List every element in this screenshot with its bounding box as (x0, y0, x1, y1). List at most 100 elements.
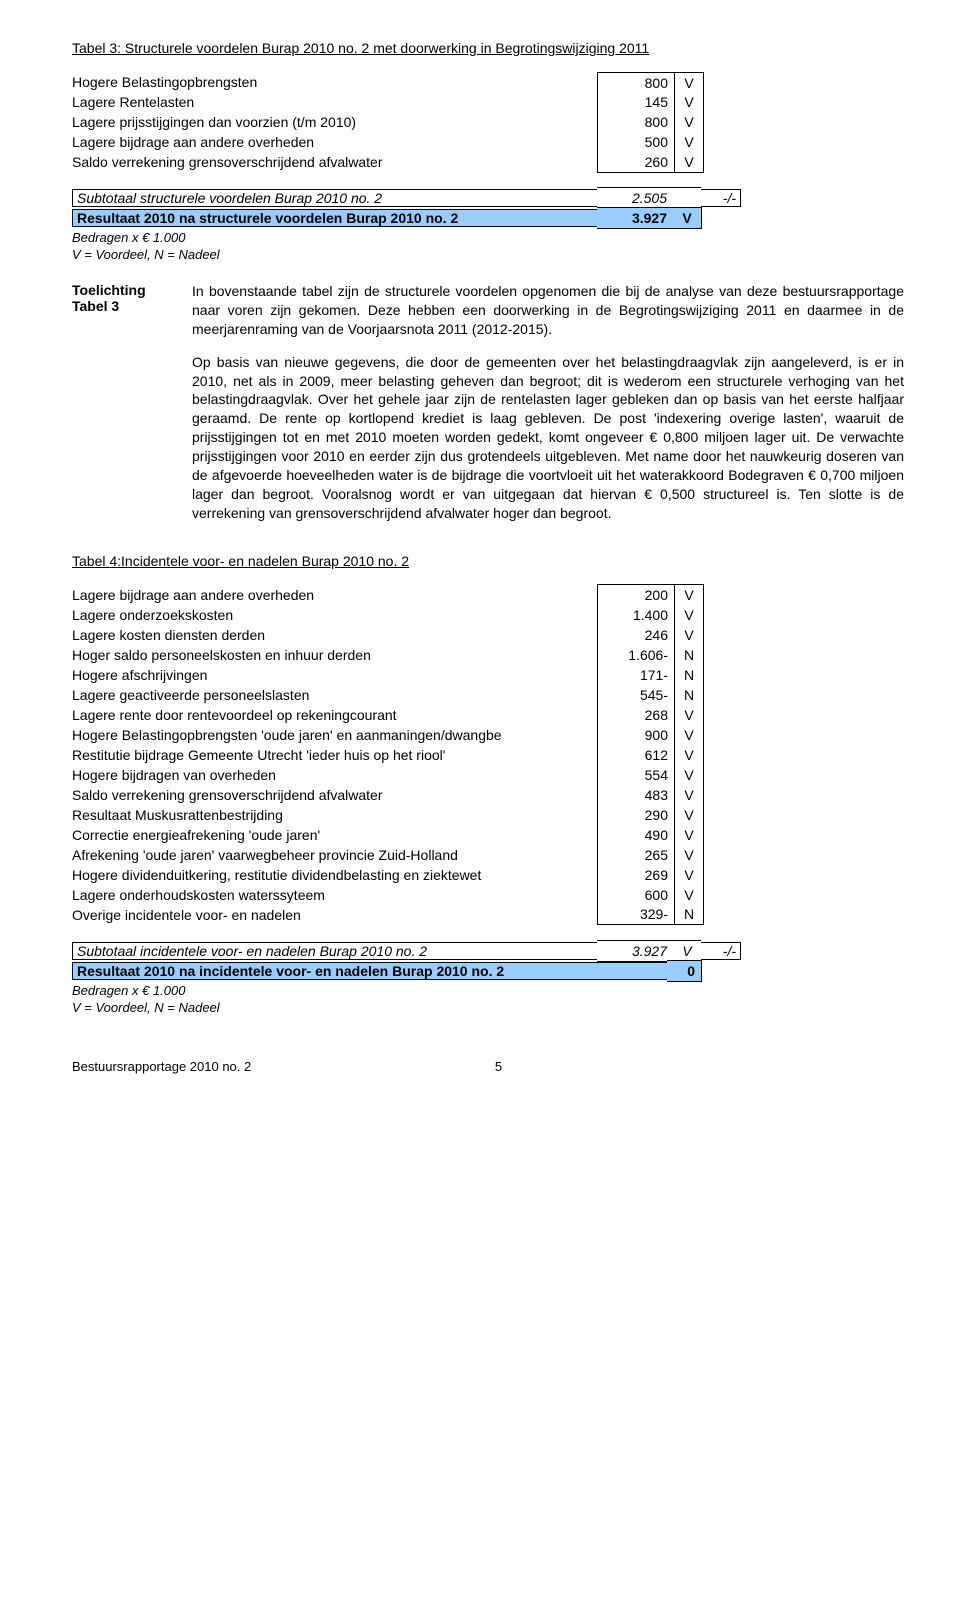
table4-row-value: 200 (597, 584, 675, 605)
table4-row-vn: V (675, 584, 704, 605)
table-row: Hogere Belastingopbrengsten 'oude jaren'… (72, 725, 904, 745)
table4-row-label: Hogere Belastingopbrengsten 'oude jaren'… (72, 727, 597, 743)
table4-row-label: Resultaat Muskusrattenbestrijding (72, 807, 597, 823)
table4-row-vn: V (675, 825, 704, 845)
footer-left: Bestuursrapportage 2010 no. 2 (72, 1059, 251, 1074)
table3-row-vn: V (675, 72, 704, 93)
table3-row-label: Lagere Rentelasten (72, 94, 597, 110)
table4-row-vn: N (675, 645, 704, 665)
table4-row-label: Lagere geactiveerde personeelslasten (72, 687, 597, 703)
table3-subtotal-vn (673, 187, 701, 209)
table4-row-vn: V (675, 745, 704, 765)
table3-result-label: Resultaat 2010 na structurele voordelen … (72, 209, 597, 227)
table4-row-value: 545- (597, 685, 675, 705)
table3-row-value: 500 (597, 132, 675, 152)
table4-row-label: Overige incidentele voor- en nadelen (72, 907, 597, 923)
table-row: Hoger saldo personeelskosten en inhuur d… (72, 645, 904, 665)
table-row: Lagere bijdrage aan andere overheden500V (72, 132, 904, 152)
table4-row-label: Lagere kosten diensten derden (72, 627, 597, 643)
table4-subtotal-label: Subtotaal incidentele voor- en nadelen B… (72, 942, 597, 960)
table-row: Saldo verrekening grensoverschrijdend af… (72, 152, 904, 172)
toelichting-block: Toelichting Tabel 3 In bovenstaande tabe… (72, 282, 904, 537)
table3-subtotal-label: Subtotaal structurele voordelen Burap 20… (72, 189, 597, 207)
table3-subtotal-row: Subtotaal structurele voordelen Burap 20… (72, 188, 904, 208)
table3-result-value: 3.927 (597, 207, 673, 229)
toelichting-heading2: Tabel 3 (72, 298, 192, 314)
table4-row-value: 554 (597, 765, 675, 785)
page-footer: Bestuursrapportage 2010 no. 2 5 (72, 1059, 904, 1074)
table4-result-value: 0 (667, 960, 702, 982)
table4-row-value: 600 (597, 885, 675, 905)
table-row: Restitutie bijdrage Gemeente Utrecht 'ie… (72, 745, 904, 765)
table3-row-label: Saldo verrekening grensoverschrijdend af… (72, 154, 597, 170)
table-row: Lagere kosten diensten derden246V (72, 625, 904, 645)
table-row: Lagere onderhoudskosten waterssyteem600V (72, 885, 904, 905)
table4-row-label: Restitutie bijdrage Gemeente Utrecht 'ie… (72, 747, 597, 763)
table-row: Lagere onderzoekskosten1.400V (72, 605, 904, 625)
table4-row-label: Hogere dividenduitkering, restitutie div… (72, 867, 597, 883)
table4-row-label: Hogere afschrijvingen (72, 667, 597, 683)
table3-row-vn: V (675, 112, 704, 132)
table4-row-value: 268 (597, 705, 675, 725)
table4-row-vn: V (675, 625, 704, 645)
toelichting-heading1: Toelichting (72, 282, 192, 298)
notes2-line2: V = Voordeel, N = Nadeel (72, 1000, 904, 1015)
table4-result-label: Resultaat 2010 na incidentele voor- en n… (72, 962, 667, 980)
table-row: Hogere Belastingopbrengsten800V (72, 72, 904, 92)
table4-row-value: 612 (597, 745, 675, 765)
table4-row-value: 900 (597, 725, 675, 745)
footer-page-number: 5 (495, 1059, 502, 1074)
table3-row-label: Lagere bijdrage aan andere overheden (72, 134, 597, 150)
table-row: Resultaat Muskusrattenbestrijding290V (72, 805, 904, 825)
table-row: Saldo verrekening grensoverschrijdend af… (72, 785, 904, 805)
table3-body: Hogere Belastingopbrengsten800VLagere Re… (72, 72, 904, 172)
table3-subtotal-tail: -/- (701, 189, 741, 207)
table3-row-vn: V (675, 132, 704, 152)
table-row: Correctie energieafrekening 'oude jaren'… (72, 825, 904, 845)
table-row: Hogere dividenduitkering, restitutie div… (72, 865, 904, 885)
table-row: Lagere Rentelasten145V (72, 92, 904, 112)
table3-row-label: Lagere prijsstijgingen dan voorzien (t/m… (72, 114, 597, 130)
table3-result-row: Resultaat 2010 na structurele voordelen … (72, 208, 904, 228)
table4-row-label: Afrekening 'oude jaren' vaarwegbeheer pr… (72, 847, 597, 863)
table4-row-label: Hogere bijdragen van overheden (72, 767, 597, 783)
table3-row-vn: V (675, 152, 704, 173)
table4-row-label: Lagere onderzoekskosten (72, 607, 597, 623)
table4-row-label: Lagere rente door rentevoordeel op reken… (72, 707, 597, 723)
table-row: Hogere afschrijvingen171-N (72, 665, 904, 685)
table4-row-vn: N (675, 665, 704, 685)
table4-row-vn: V (675, 605, 704, 625)
toelichting-heading: Toelichting Tabel 3 (72, 282, 192, 537)
table4-row-label: Lagere bijdrage aan andere overheden (72, 587, 597, 603)
table3-row-value: 800 (597, 72, 675, 93)
table4-row-vn: V (675, 705, 704, 725)
table4-row-vn: V (675, 865, 704, 885)
table4-row-value: 1.400 (597, 605, 675, 625)
table4-row-value: 290 (597, 805, 675, 825)
table4-row-vn: N (675, 904, 704, 925)
table4-title: Tabel 4:Incidentele voor- en nadelen Bur… (72, 553, 904, 569)
table-row: Lagere geactiveerde personeelslasten545-… (72, 685, 904, 705)
table3-subtotal-value: 2.505 (597, 187, 673, 209)
table-row: Afrekening 'oude jaren' vaarwegbeheer pr… (72, 845, 904, 865)
table4-row-vn: V (675, 785, 704, 805)
table3-row-value: 260 (597, 152, 675, 173)
table4-row-label: Hoger saldo personeelskosten en inhuur d… (72, 647, 597, 663)
table3-title: Tabel 3: Structurele voordelen Burap 201… (72, 40, 904, 56)
table4-row-value: 1.606- (597, 645, 675, 665)
table4-row-label: Lagere onderhoudskosten waterssyteem (72, 887, 597, 903)
table-row: Hogere bijdragen van overheden554V (72, 765, 904, 785)
table4-row-vn: V (675, 765, 704, 785)
toelichting-para1: In bovenstaande tabel zijn de structurel… (192, 282, 904, 339)
toelichting-para2: Op basis van nieuwe gegevens, die door d… (192, 353, 904, 523)
table4-row-vn: V (675, 885, 704, 905)
table3-row-value: 800 (597, 112, 675, 132)
table-row: Lagere rente door rentevoordeel op reken… (72, 705, 904, 725)
table3-result-vn: V (673, 207, 702, 229)
toelichting-text: In bovenstaande tabel zijn de structurel… (192, 282, 904, 537)
table4-row-vn: V (675, 845, 704, 865)
table4-row-value: 329- (597, 904, 675, 925)
table3-row-label: Hogere Belastingopbrengsten (72, 74, 597, 90)
table-row: Lagere prijsstijgingen dan voorzien (t/m… (72, 112, 904, 132)
table4-row-vn: V (675, 725, 704, 745)
